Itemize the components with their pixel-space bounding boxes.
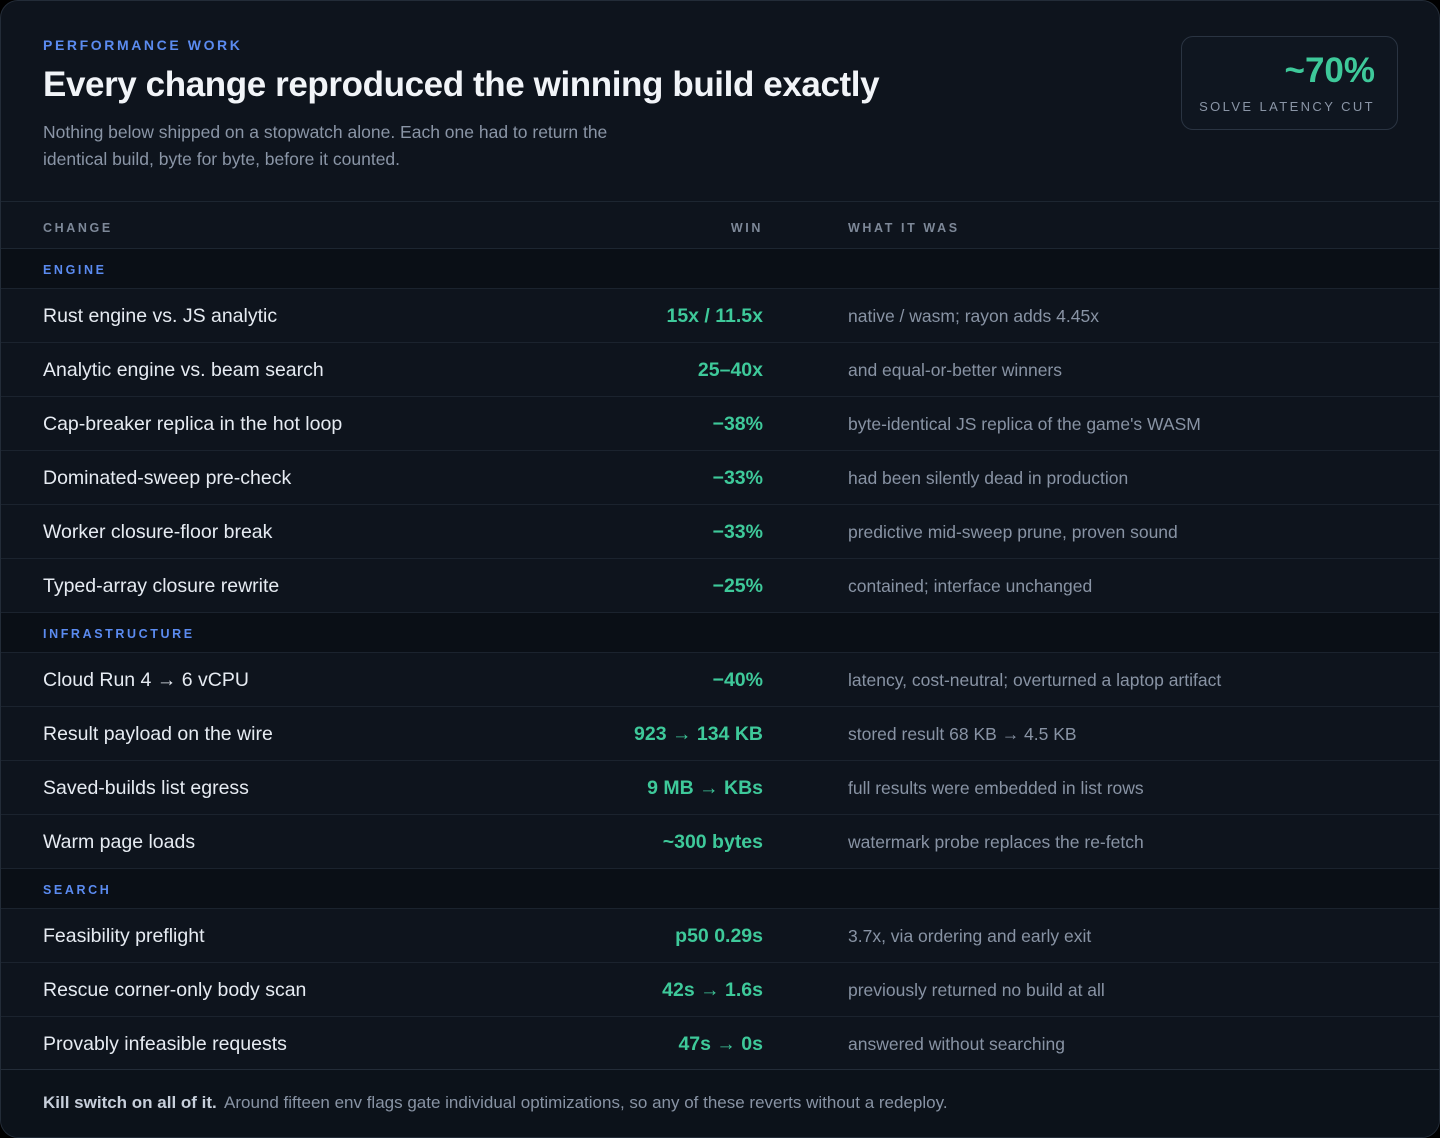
what-cell: stored result 68 KB → 4.5 KB (848, 724, 1077, 744)
change-cell: Result payload on the wire (43, 723, 273, 745)
table-row: Provably infeasible requests 47s → 0s answ… (1, 1017, 1439, 1071)
win-cell: 923 → 134 KB (634, 723, 763, 745)
table-row: Analytic engine vs. beam search 25–40x and… (1, 343, 1439, 397)
table-row: Typed-array closure rewrite −25% contained… (1, 559, 1439, 613)
win-cell: −38% (712, 413, 763, 435)
change-cell: Cap-breaker replica in the hot loop (43, 413, 343, 435)
change-cell: Rust engine vs. JS analytic (43, 305, 278, 327)
section-label: SEARCH (43, 883, 112, 897)
table-row: Rust engine vs. JS analytic 15x / 11.5x na… (1, 289, 1439, 343)
table-row: Cloud Run 4 → 6 vCPU −40% latency, cost-ne… (1, 653, 1439, 707)
change-cell: Saved-builds list egress (43, 777, 249, 799)
footer-text: Around fifteen env flags gate individual… (224, 1093, 948, 1112)
change-cell: Rescue corner-only body scan (43, 979, 307, 1001)
table-row: Worker closure-floor break −33% predictive… (1, 505, 1439, 559)
section-header: SEARCH (1, 869, 1439, 909)
win-cell: 42s → 1.6s (662, 979, 763, 1001)
table-body: ENGINE Rust engine vs. JS analytic 15x / 1… (1, 249, 1439, 1071)
table-row: Saved-builds list egress 9 MB → KBs full r… (1, 761, 1439, 815)
change-cell: Provably infeasible requests (43, 1033, 287, 1055)
win-cell: 47s → 0s (678, 1033, 763, 1055)
page-subtitle: Nothing below shipped on a stopwatch alo… (43, 122, 608, 169)
change-cell: Warm page loads (43, 831, 196, 853)
change-cell: Typed-array closure rewrite (43, 575, 280, 597)
table-row: Dominated-sweep pre-check −33% had been si… (1, 451, 1439, 505)
win-cell: −33% (712, 467, 763, 489)
change-cell: Dominated-sweep pre-check (43, 467, 292, 489)
change-cell: Worker closure-floor break (43, 521, 273, 543)
eyebrow-label: PERFORMANCE WORK (43, 37, 243, 53)
changes-table: CHANGE WIN WHAT IT WAS ENGINE Rust engine… (1, 201, 1439, 1071)
stat-label: SOLVE LATENCY CUT (1199, 99, 1375, 114)
column-header-win: WIN (730, 221, 763, 235)
what-cell: latency, cost-neutral; overturned a lapt… (848, 670, 1222, 690)
change-cell: Analytic engine vs. beam search (43, 359, 324, 381)
win-cell: ~300 bytes (662, 831, 763, 853)
what-cell: had been silently dead in production (848, 468, 1129, 488)
table-header: CHANGE WIN WHAT IT WAS (1, 201, 1439, 249)
win-cell: 9 MB → KBs (647, 777, 763, 799)
change-cell: Cloud Run 4 → 6 vCPU (43, 669, 249, 691)
section-header: INFRASTRUCTURE (1, 613, 1439, 653)
column-header-change: CHANGE (43, 221, 113, 235)
stat-box: ~70% SOLVE LATENCY CUT (1181, 36, 1398, 130)
win-cell: −33% (712, 521, 763, 543)
win-cell: 25–40x (697, 359, 763, 381)
page-title: Every change reproduced the winning buil… (43, 65, 880, 104)
section-label: ENGINE (43, 263, 107, 277)
what-cell: 3.7x, via ordering and early exit (848, 926, 1092, 946)
what-cell: watermark probe replaces the re-fetch (848, 832, 1144, 852)
card-footer: Kill switch on all of it. Around fifteen… (1, 1069, 1439, 1137)
table-row: Cap-breaker replica in the hot loop −38% b… (1, 397, 1439, 451)
win-cell: −25% (712, 575, 763, 597)
win-cell: p50 0.29s (675, 925, 763, 947)
what-cell: answered without searching (848, 1034, 1065, 1054)
table-row: Rescue corner-only body scan 42s → 1.6s pr… (1, 963, 1439, 1017)
stat-value: ~70% (1284, 51, 1376, 90)
section-header: ENGINE (1, 249, 1439, 289)
win-cell: −40% (712, 669, 763, 691)
section-label: INFRASTRUCTURE (43, 627, 195, 641)
what-cell: native / wasm; rayon adds 4.45x (848, 306, 1099, 326)
what-cell: and equal-or-better winners (848, 360, 1063, 380)
table-row: Feasibility preflight p50 0.29s 3.7x, via … (1, 909, 1439, 963)
footer-heading: Kill switch on all of it. (43, 1093, 217, 1112)
what-cell: predictive mid-sweep prune, proven sound (848, 522, 1178, 542)
table-row: Warm page loads ~300 bytes watermark probe… (1, 815, 1439, 869)
change-cell: Feasibility preflight (43, 925, 205, 947)
win-cell: 15x / 11.5x (666, 305, 763, 327)
card-header: PERFORMANCE WORK Every change reproduced… (1, 1, 1439, 201)
column-header-what: WHAT IT WAS (848, 221, 960, 235)
table-row: Result payload on the wire 923 → 134 KB st… (1, 707, 1439, 761)
what-cell: contained; interface unchanged (848, 576, 1093, 596)
what-cell: byte-identical JS replica of the game's … (848, 414, 1201, 434)
what-cell: previously returned no build at all (848, 980, 1105, 1000)
what-cell: full results were embedded in list rows (848, 778, 1144, 798)
